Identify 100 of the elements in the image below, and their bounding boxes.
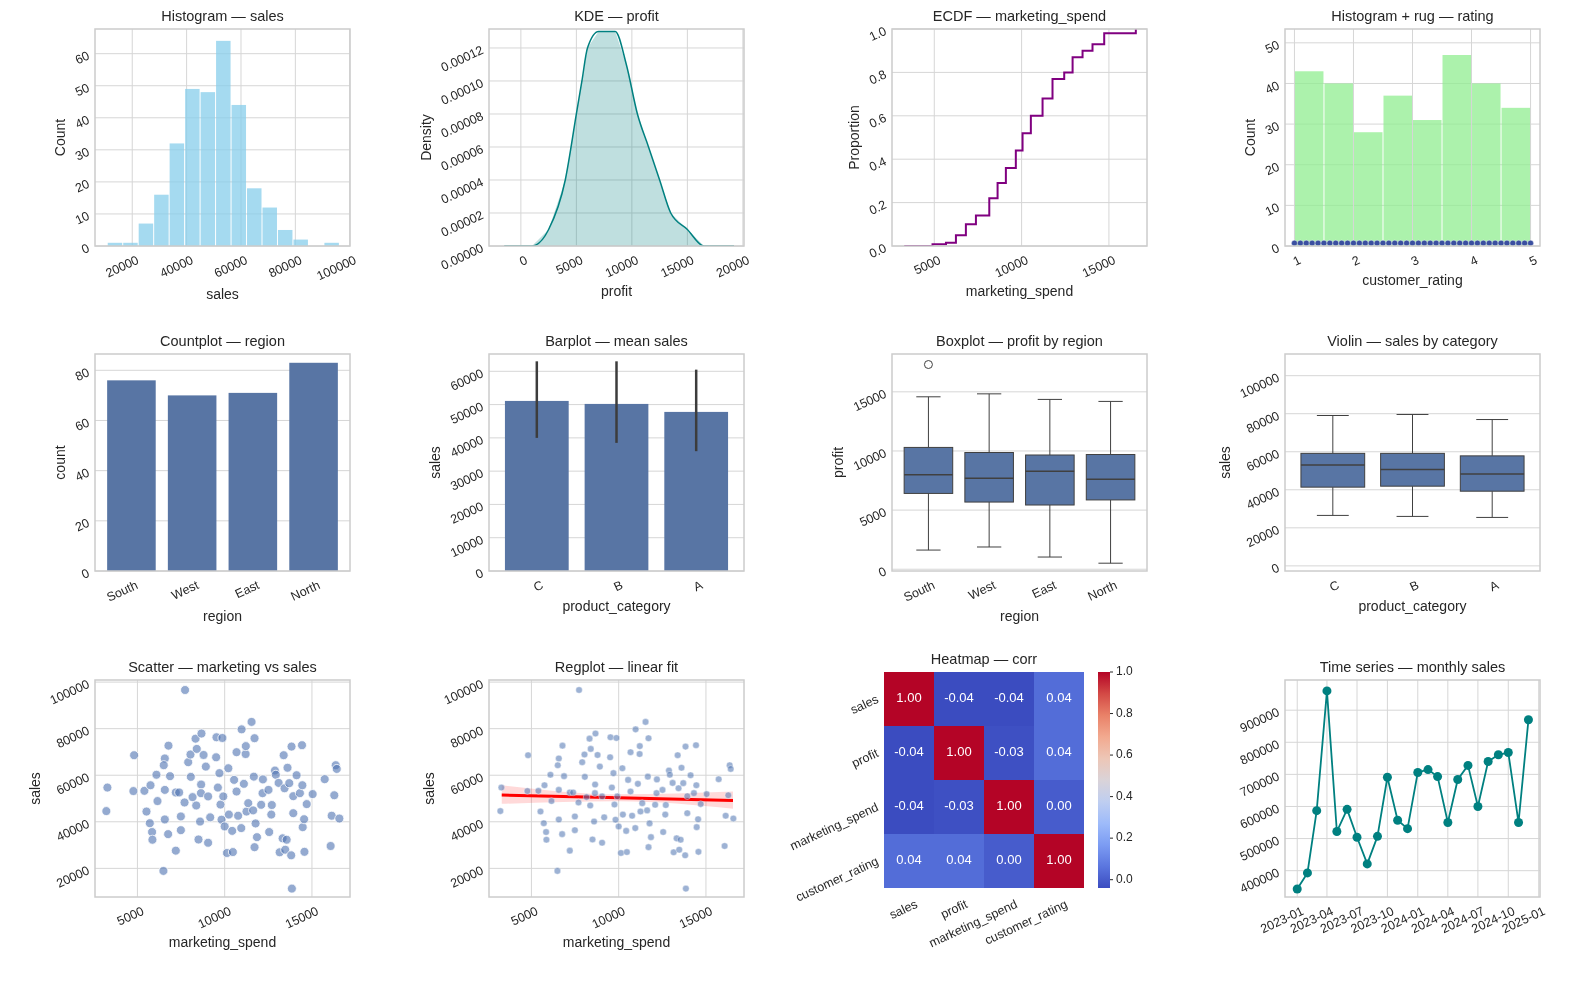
y-tick-label: 40 <box>1263 78 1282 98</box>
y-axis-title: sales <box>26 772 43 805</box>
data-label: 0.04 <box>896 852 922 868</box>
y-tick-label: 0 <box>876 564 889 580</box>
y-tick-label: 15000 <box>851 386 889 415</box>
chart-title: Regplot — linear fit <box>554 659 679 675</box>
x-tick-label: North <box>288 578 323 604</box>
data-label: 1.00 <box>946 744 972 760</box>
y-axis-title: Proportion <box>845 105 862 170</box>
x-tick-label: 15000 <box>677 904 715 932</box>
color-bar-label: 0.6 <box>1116 747 1134 762</box>
y-tick-label: 20 <box>73 515 92 535</box>
x-axis-title: profit <box>600 283 633 300</box>
x-tick-label: 15000 <box>1080 253 1118 281</box>
x-tick-label: 60000 <box>212 253 250 281</box>
y-tick-label: 60000 <box>1244 446 1282 475</box>
y-tick-label: 50 <box>73 80 92 100</box>
x-axis-title: marketing_spend <box>965 283 1074 300</box>
x-tick-label: 5000 <box>114 904 147 929</box>
y-tick-label: 80 <box>73 365 92 384</box>
x-tick-label: A <box>1487 577 1502 595</box>
y-tick-label: 40 <box>73 465 92 485</box>
data-label: -0.04 <box>894 744 924 760</box>
x-tick-label: 5 <box>1527 253 1540 269</box>
x-tick-label: South <box>901 578 938 605</box>
x-tick-label: 5000 <box>508 904 541 929</box>
x-axis-title: region <box>1000 607 1039 624</box>
x-tick-label: 5000 <box>553 253 586 278</box>
y-axis-title: Count <box>1242 118 1259 157</box>
x-tick-label: West <box>169 577 202 603</box>
x-tick-label: C <box>531 578 546 595</box>
x-axis-title: product_category <box>562 597 671 614</box>
y-tick-label: 30 <box>1263 119 1282 138</box>
x-tick-label: 10000 <box>992 253 1031 281</box>
y-tick-label: 0.8 <box>866 67 889 88</box>
y-tick-label: 40000 <box>1244 484 1282 513</box>
x-tick-label: 10000 <box>589 904 628 932</box>
chart-title: Heatmap — corr <box>930 651 1038 667</box>
y-tick-label: 80000 <box>1244 408 1282 437</box>
y-tick-label: 40000 <box>54 816 92 845</box>
x-tick-label: West <box>966 577 999 603</box>
y-tick-label: 10000 <box>851 445 889 474</box>
y-tick-label: 30000 <box>448 466 486 494</box>
y-tick-label: 0.2 <box>866 197 889 218</box>
y-tick-label: 40000 <box>448 816 486 845</box>
y-tick-label: profit <box>849 745 882 771</box>
color-bar-label: 0.2 <box>1116 830 1134 845</box>
color-bar-label: 0.4 <box>1116 788 1134 803</box>
y-tick-label: 40000 <box>448 432 486 461</box>
color-bar-label: 1.0 <box>1116 664 1134 679</box>
data-label: -0.04 <box>944 690 974 706</box>
x-tick-label: East <box>232 577 262 602</box>
y-tick-label: 60000 <box>54 770 92 798</box>
data-label: -0.04 <box>894 798 924 814</box>
data-label: 0.04 <box>1046 690 1072 706</box>
data-label: 0.00 <box>1046 798 1072 814</box>
chart-title: Boxplot — profit by region <box>936 333 1103 349</box>
y-tick-label: 20 <box>1263 159 1282 179</box>
chart-title: ECDF — marketing_spend <box>932 8 1107 24</box>
y-tick-label: 30 <box>73 144 92 164</box>
y-tick-label: 0.6 <box>866 110 889 131</box>
x-tick-label: 2 <box>1349 253 1363 269</box>
y-tick-label: 0.4 <box>866 154 889 175</box>
y-tick-label: 1.0 <box>866 24 889 45</box>
chart-title: Histogram — sales <box>161 8 284 24</box>
y-tick-label: 60 <box>73 415 92 435</box>
x-tick-label: 80000 <box>266 253 305 281</box>
y-tick-label: 0 <box>473 566 486 582</box>
x-tick-label: East <box>1029 577 1059 602</box>
y-tick-label: 5000 <box>857 505 889 530</box>
y-tick-label: 60000 <box>448 366 486 394</box>
y-tick-label: 20 <box>73 176 92 196</box>
x-tick-label: 0 <box>517 253 530 269</box>
data-label: 0.04 <box>1046 744 1072 760</box>
x-axis-title: sales <box>206 286 239 303</box>
chart-title: Scatter — marketing vs sales <box>128 659 317 675</box>
x-tick-label: B <box>1407 578 1422 595</box>
data-label: 0.04 <box>946 852 972 868</box>
x-axis-title: product_category <box>1358 597 1467 614</box>
x-tick-label: 40000 <box>157 253 196 281</box>
y-axis-title: sales <box>1216 446 1233 479</box>
y-tick-label: 60000 <box>448 770 486 798</box>
y-axis-title: count <box>52 445 69 480</box>
x-tick-label: C <box>1327 578 1342 595</box>
chart-title: Histogram + rug — rating <box>1331 8 1494 24</box>
y-axis-title: Count <box>52 118 69 157</box>
y-tick-label: 50 <box>1263 37 1282 57</box>
x-tick-label: sales <box>887 897 920 923</box>
y-tick-label: 0 <box>79 241 92 257</box>
y-tick-label: 40 <box>73 112 92 132</box>
x-tick-label: 10000 <box>195 904 234 932</box>
x-tick-label: A <box>691 577 706 595</box>
y-tick-label: 20000 <box>1244 522 1282 551</box>
y-tick-label: 10 <box>1263 200 1282 219</box>
x-tick-label: 1 <box>1290 253 1304 269</box>
x-tick-label: 15000 <box>658 253 697 281</box>
y-tick-label: 10 <box>73 208 92 228</box>
y-tick-label: 0.0 <box>866 241 889 262</box>
y-tick-label: 0 <box>79 566 92 582</box>
x-tick-label: 5000 <box>911 253 943 278</box>
